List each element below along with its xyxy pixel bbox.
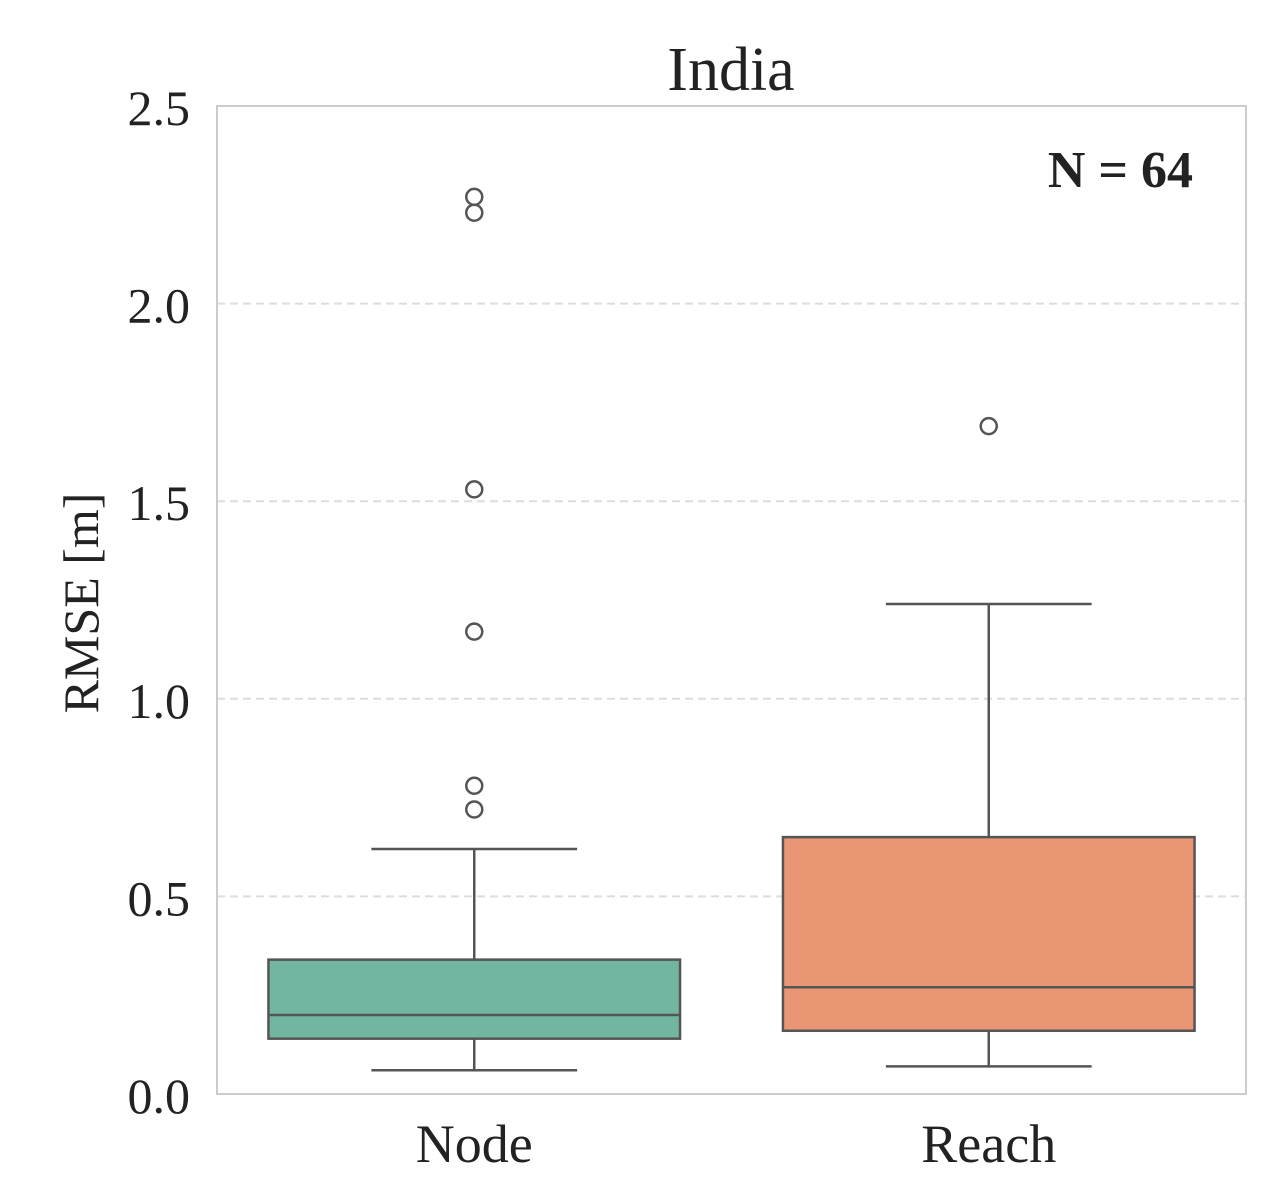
outlier-point [465, 187, 484, 207]
outlier-point [465, 776, 484, 795]
plot-frame [216, 105, 1247, 1095]
outlier-point [465, 800, 484, 819]
outlier-point [979, 416, 998, 436]
y-tick-label: 2.5 [128, 80, 191, 136]
boxplot-node [267, 187, 682, 1072]
iqr-box [781, 835, 1196, 1033]
y-tick-label: 0.5 [128, 870, 191, 926]
boxplots [267, 187, 1196, 1072]
boxplot-reach [781, 416, 1196, 1068]
y-tick-label: 1.0 [128, 673, 191, 729]
outlier-point [465, 203, 484, 222]
iqr-box [267, 958, 682, 1040]
chart-title: India [667, 36, 794, 104]
gridlines [217, 302, 1246, 898]
x-tick-label: Reach [921, 1114, 1056, 1174]
y-tick-label: 2.0 [128, 278, 191, 334]
x-tick-labels: Node Reach [416, 1114, 1056, 1174]
y-tick-label: 0.0 [128, 1068, 191, 1124]
y-tick-label: 1.5 [128, 475, 191, 531]
outlier-point [465, 622, 484, 641]
sample-count-annotation: N = 64 [1048, 142, 1193, 199]
y-axis-label: RMSE [m] [53, 493, 109, 714]
x-tick-label: Node [416, 1114, 533, 1174]
y-tick-labels: 0.0 0.5 1.0 1.5 2.0 2.5 [128, 80, 191, 1124]
outlier-point [465, 480, 484, 499]
